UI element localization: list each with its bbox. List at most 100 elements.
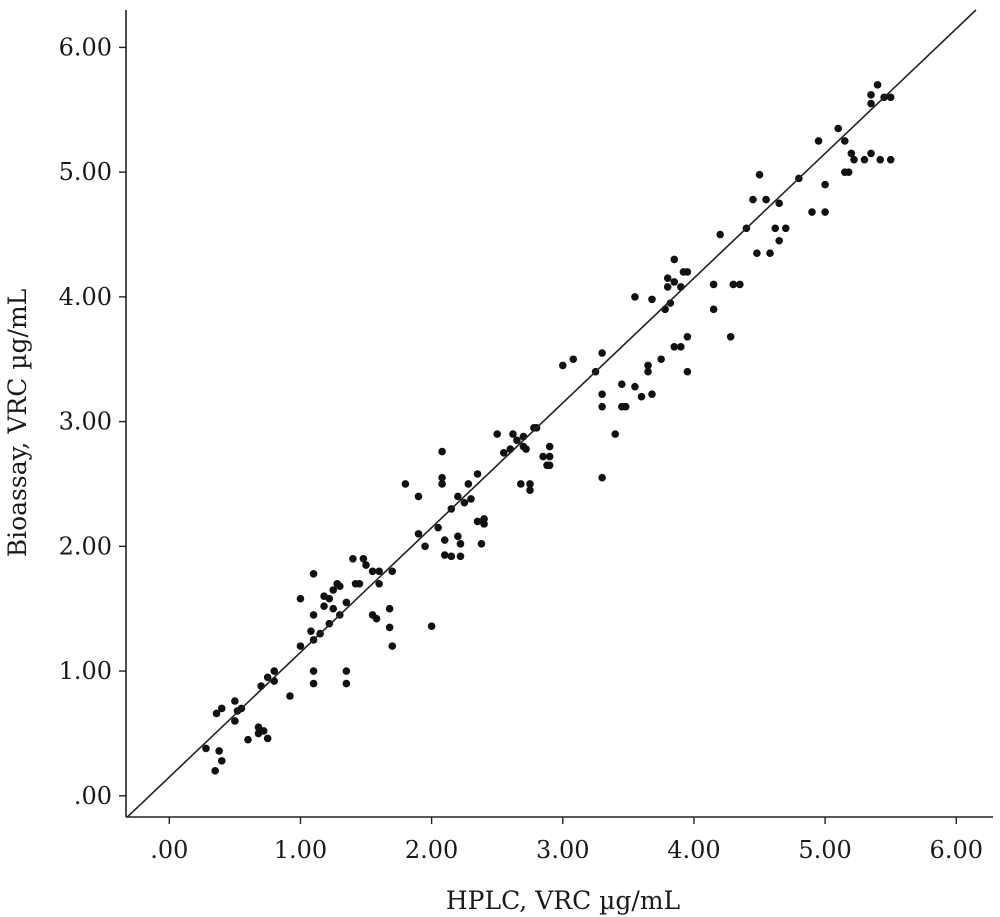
data-point	[545, 452, 554, 461]
data-point	[513, 436, 521, 445]
y-tick-label: 1.00	[59, 657, 112, 685]
data-point	[814, 137, 823, 145]
data-point	[716, 230, 724, 239]
data-point	[438, 480, 446, 488]
data-point	[850, 155, 858, 164]
data-point	[775, 236, 784, 245]
x-tick-label: 2.00	[405, 836, 458, 864]
data-point	[729, 280, 738, 289]
data-point	[670, 342, 679, 351]
data-point	[440, 551, 449, 559]
data-point	[342, 598, 351, 607]
data-point	[569, 355, 578, 364]
data-point	[473, 470, 482, 478]
data-point	[454, 532, 462, 541]
data-point	[211, 767, 219, 775]
data-point	[231, 697, 239, 705]
data-point	[362, 561, 370, 569]
fit-line-layer	[126, 9, 977, 818]
data-point	[618, 380, 626, 388]
data-point	[388, 567, 397, 576]
data-point	[349, 555, 357, 563]
data-point	[447, 552, 456, 561]
data-point	[263, 734, 272, 743]
data-point	[670, 278, 679, 286]
data-point	[427, 622, 436, 630]
data-point	[648, 295, 656, 304]
data-point	[648, 390, 656, 398]
data-point	[259, 727, 268, 735]
data-point	[217, 704, 226, 713]
data-point	[438, 473, 446, 482]
data-point	[325, 594, 334, 603]
data-point	[526, 480, 534, 488]
data-point	[644, 367, 652, 376]
data-point	[335, 582, 344, 591]
data-point	[670, 255, 679, 264]
data-point	[286, 692, 294, 700]
data-point	[821, 180, 829, 189]
data-point	[736, 280, 744, 289]
x-tick-label: 6.00	[930, 836, 983, 864]
data-point	[873, 81, 882, 89]
data-point	[709, 280, 718, 289]
data-point	[683, 332, 692, 341]
data-point	[438, 447, 446, 456]
data-point	[342, 679, 351, 688]
data-point	[771, 224, 780, 233]
data-point	[677, 342, 685, 351]
data-point	[886, 155, 895, 164]
data-point	[539, 452, 547, 461]
data-point	[753, 249, 761, 258]
ticks: .00 1.00 2.00 3.00 4.00 5.00 6.00 .00 1.00 2.00 3.…	[59, 33, 983, 864]
data-point	[385, 604, 394, 613]
data-point	[709, 305, 718, 314]
data-point	[359, 555, 368, 563]
data-point	[480, 520, 488, 528]
data-point	[726, 332, 735, 341]
y-tick-label: 4.00	[59, 283, 112, 311]
x-tick-label: 3.00	[536, 836, 589, 864]
data-point	[545, 461, 554, 470]
data-point	[611, 430, 620, 438]
data-point	[414, 530, 423, 538]
data-point	[598, 349, 606, 357]
y-tick-label: 6.00	[59, 33, 112, 61]
data-point	[414, 492, 423, 501]
data-point	[434, 523, 442, 532]
data-point	[385, 623, 394, 632]
y-tick-label: 5.00	[59, 158, 112, 186]
data-point	[329, 586, 338, 594]
x-tick-label: .00	[150, 836, 188, 864]
data-point	[212, 709, 221, 718]
data-point	[329, 604, 338, 613]
data-point	[296, 642, 305, 650]
data-point	[867, 91, 875, 99]
data-point	[775, 199, 784, 208]
data-point	[844, 168, 853, 176]
data-point	[598, 402, 606, 411]
data-point	[464, 480, 473, 488]
data-point	[598, 390, 606, 398]
data-point	[309, 679, 318, 688]
x-axis-title: HPLC, VRC µg/mL	[446, 886, 680, 915]
data-point	[517, 480, 525, 488]
data-point	[375, 579, 383, 588]
data-point	[847, 149, 856, 158]
x-tick-label: 5.00	[798, 836, 851, 864]
data-point	[244, 735, 252, 744]
data-point	[202, 744, 210, 753]
data-point	[421, 542, 429, 551]
data-point	[644, 361, 652, 370]
y-axis-title: Bioassay, VRC µg/mL	[3, 289, 32, 558]
data-point	[296, 594, 305, 603]
data-point	[876, 155, 884, 164]
data-point	[657, 355, 665, 364]
data-point	[454, 492, 462, 501]
data-point	[440, 536, 449, 544]
data-point	[401, 480, 410, 488]
data-point	[683, 268, 692, 276]
data-point	[886, 93, 895, 102]
data-point	[631, 382, 639, 391]
